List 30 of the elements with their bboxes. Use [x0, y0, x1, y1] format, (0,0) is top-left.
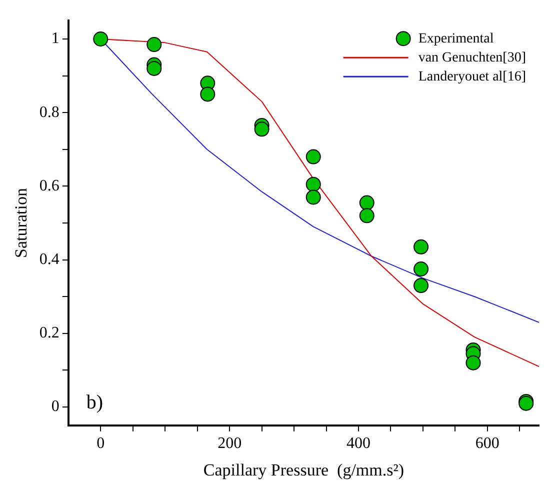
point: [306, 176, 321, 192]
point: [414, 278, 429, 294]
y-tick-label: 0.4: [39, 251, 60, 268]
legend-label: van Genuchten[30]: [418, 50, 526, 66]
point: [414, 239, 429, 254]
x-tick-label: 600: [475, 435, 500, 452]
point: [146, 37, 162, 52]
y-axis-title: Saturation: [12, 188, 31, 258]
legend-label: Landeryouet al[16]: [418, 69, 526, 84]
point: [254, 122, 270, 137]
x-tick-label: 400: [346, 435, 370, 452]
point: [414, 262, 429, 276]
x-axis-title: Capillary Pressure (g/mm.s²): [203, 460, 404, 480]
point: [359, 195, 374, 210]
point: [93, 32, 108, 46]
y-tick-label: 1: [51, 30, 60, 48]
point: [306, 149, 321, 164]
y-tick-label: 0.8: [39, 104, 60, 121]
x-tick-label: 0: [96, 435, 105, 452]
point: [306, 190, 321, 205]
point: [466, 355, 481, 370]
y-tick-label: 0.2: [39, 324, 60, 342]
legend-label: Experimental: [418, 31, 494, 46]
y-tick-label: 0: [51, 398, 60, 416]
point: [146, 60, 162, 76]
point: [200, 86, 216, 102]
x-tick-label: 200: [218, 435, 242, 452]
point: [359, 208, 374, 224]
y-tick-label: 0.6: [39, 177, 60, 194]
annotation: b): [86, 392, 104, 414]
